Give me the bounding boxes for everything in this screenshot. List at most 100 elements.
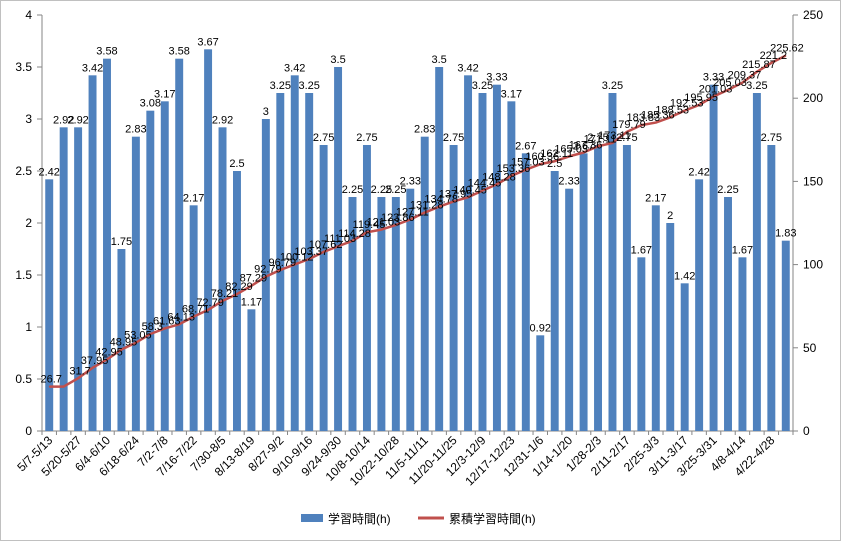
bar-data-label: 2.17 bbox=[645, 192, 666, 204]
bar bbox=[550, 171, 559, 431]
bar-data-label: 2.33 bbox=[558, 176, 579, 188]
y-left-tick-label: 1.5 bbox=[15, 268, 32, 282]
line-data-label: 140.45 bbox=[453, 184, 487, 196]
y-right-tick-label: 100 bbox=[803, 258, 823, 272]
bar-data-label: 3.67 bbox=[197, 36, 218, 48]
line-labels-layer: 26.7 31.737.9542.9548.9553.0558.361.6364.… bbox=[41, 43, 804, 386]
bar-data-label: 2.5 bbox=[229, 158, 244, 170]
line-data-label: 53.05 bbox=[124, 330, 152, 342]
y-left-tick-label: 2.5 bbox=[15, 164, 32, 178]
bar-data-label: 3.25 bbox=[472, 80, 493, 92]
line-data-label: 123.86 bbox=[381, 212, 415, 224]
line-point bbox=[756, 71, 758, 73]
bar bbox=[319, 145, 328, 431]
line-data-label: 72.79 bbox=[196, 297, 224, 309]
bar-data-label: 3.17 bbox=[154, 88, 175, 100]
line-data-label: 137.95 bbox=[439, 188, 473, 200]
line-point bbox=[323, 251, 325, 253]
bar bbox=[247, 309, 256, 431]
bar bbox=[290, 75, 299, 431]
bars-layer bbox=[45, 49, 790, 432]
bar bbox=[651, 205, 660, 431]
y-left-tick-label: 4 bbox=[25, 8, 32, 22]
bar-data-label: 2.92 bbox=[53, 114, 74, 126]
line-point bbox=[63, 386, 65, 388]
bar bbox=[305, 93, 314, 431]
bar bbox=[406, 188, 415, 431]
line-point bbox=[698, 104, 700, 106]
bar bbox=[189, 205, 198, 431]
line-point bbox=[770, 62, 772, 64]
bar bbox=[622, 145, 631, 431]
bar-data-label: 2.75 bbox=[616, 132, 637, 144]
bar bbox=[391, 197, 400, 431]
line-data-label: 92.79 bbox=[254, 264, 282, 276]
line-data-label: 209.37 bbox=[728, 70, 762, 82]
line-point bbox=[684, 110, 686, 112]
line-data-label: 78.21 bbox=[211, 288, 239, 300]
bar bbox=[74, 127, 83, 431]
bar-data-label: 3.25 bbox=[298, 80, 319, 92]
legend-label-bar: 学習時間(h) bbox=[328, 511, 391, 526]
line-point bbox=[597, 145, 599, 147]
bar-data-label: 3.25 bbox=[746, 80, 767, 92]
line-point bbox=[149, 333, 151, 335]
line-point bbox=[207, 309, 209, 311]
line-point bbox=[222, 300, 224, 302]
bar bbox=[276, 93, 285, 431]
line-point bbox=[106, 359, 108, 361]
line-point bbox=[568, 155, 570, 157]
bar-data-label: 3.25 bbox=[270, 80, 291, 92]
line-data-label: 26.7 bbox=[41, 374, 62, 386]
bar-data-label: 2.75 bbox=[356, 132, 377, 144]
line-point bbox=[525, 169, 527, 171]
line-data-label: 96.79 bbox=[269, 257, 297, 269]
bar-data-label: 2.75 bbox=[443, 132, 464, 144]
bar bbox=[146, 110, 155, 432]
bar-data-label: 2.42 bbox=[688, 166, 709, 178]
line-data-label: 121.03 bbox=[367, 217, 401, 229]
line-data-label: 215.87 bbox=[742, 59, 776, 71]
line-data-label: 162.11 bbox=[540, 148, 573, 160]
bar bbox=[218, 127, 227, 431]
line-data-label: 61.63 bbox=[153, 315, 181, 327]
line-point bbox=[135, 342, 137, 344]
legend-swatch-bar bbox=[301, 514, 323, 522]
line-point bbox=[510, 175, 512, 177]
bar-data-label: 3.08 bbox=[140, 98, 161, 110]
bar bbox=[507, 101, 516, 431]
line-point bbox=[409, 218, 411, 220]
line-data-label: 205.03 bbox=[713, 77, 747, 89]
line-point bbox=[77, 377, 79, 379]
y-right-tick-label: 0 bbox=[803, 424, 810, 438]
line-data-label: 127.11 bbox=[396, 206, 429, 218]
bar-data-label: 3.42 bbox=[82, 62, 103, 74]
line-data-label: 192.53 bbox=[670, 98, 704, 110]
bar-data-label: 1.42 bbox=[674, 270, 695, 282]
bar-data-label: 2.17 bbox=[183, 192, 204, 204]
line-data-label: 221.2 bbox=[760, 50, 788, 62]
bar bbox=[781, 240, 790, 431]
line-data-label: 144.45 bbox=[468, 178, 502, 190]
bar bbox=[175, 58, 184, 432]
line-data-label: 165.03 bbox=[554, 143, 588, 155]
bar bbox=[160, 101, 169, 431]
bar-data-label: 1.83 bbox=[775, 228, 796, 240]
line-data-label: 148.28 bbox=[482, 171, 516, 183]
line-point bbox=[308, 258, 310, 260]
bar-data-label: 3.17 bbox=[501, 88, 522, 100]
line-point bbox=[193, 316, 195, 318]
line-data-label: 58.3 bbox=[142, 321, 163, 333]
line-data-label: 201.03 bbox=[699, 83, 733, 95]
bar-data-label: 2.92 bbox=[212, 114, 233, 126]
line-point bbox=[352, 240, 354, 242]
bar-data-label: 2.75 bbox=[761, 132, 782, 144]
bar bbox=[464, 75, 473, 431]
line-data-label: 183.83 bbox=[627, 112, 661, 124]
line-point bbox=[366, 231, 368, 233]
bar-data-label: 2.83 bbox=[125, 124, 146, 136]
legend-label-line: 累積学習時間(h) bbox=[449, 511, 536, 526]
bar-data-label: 3.5 bbox=[330, 54, 345, 66]
